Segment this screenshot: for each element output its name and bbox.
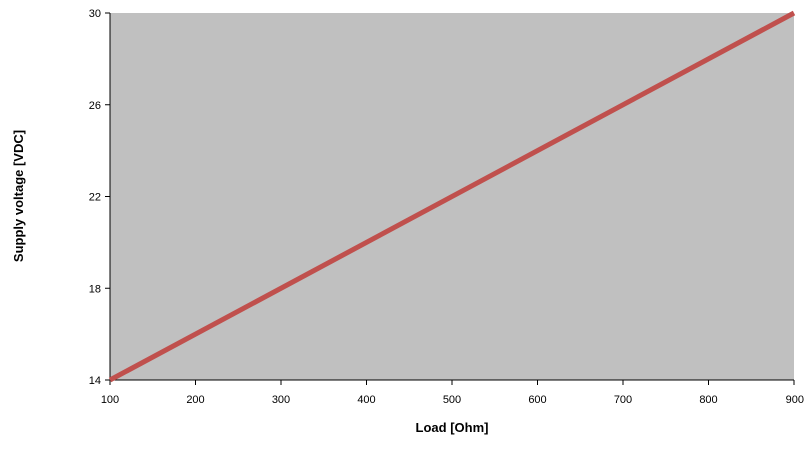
- x-tick-label: 100: [101, 394, 119, 406]
- series-group: [108, 10, 796, 383]
- x-tick-label: 400: [357, 394, 375, 406]
- y-ticks: 14 18 22 26 30: [89, 8, 110, 387]
- x-tick-label: 900: [786, 394, 804, 406]
- x-ticks: 100 200 300 400 500 600 700 800 900: [101, 380, 804, 406]
- x-tick-label: 700: [614, 394, 632, 406]
- x-axis-title: Load [Ohm]: [416, 420, 489, 435]
- y-tick-label: 26: [89, 100, 101, 112]
- y-tick-label: 30: [89, 8, 101, 20]
- x-tick-label: 200: [186, 394, 204, 406]
- series-line: [108, 10, 796, 383]
- y-tick-label: 18: [89, 283, 101, 295]
- x-tick-label: 300: [272, 394, 290, 406]
- y-axis-title: Supply voltage [VDC]: [11, 130, 26, 262]
- x-tick-label: 600: [528, 394, 546, 406]
- x-tick-label: 800: [699, 394, 717, 406]
- y-tick-label: 22: [89, 192, 101, 204]
- x-tick-label: 500: [443, 394, 461, 406]
- y-tick-label: 14: [89, 375, 101, 387]
